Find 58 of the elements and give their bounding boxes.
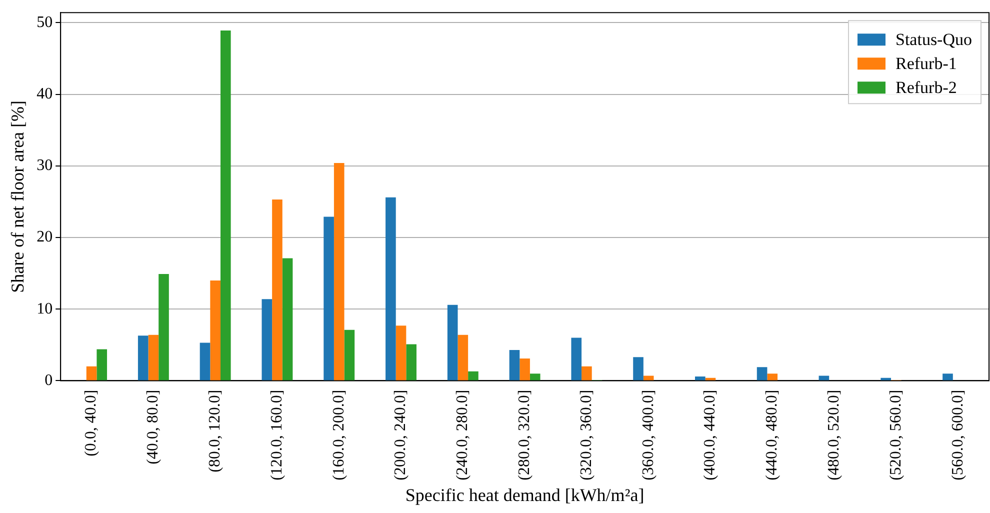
- bar: [386, 197, 396, 380]
- bar: [582, 366, 592, 380]
- bar: [282, 258, 293, 380]
- bar: [756, 367, 768, 380]
- y-tick-label: 10: [36, 300, 53, 318]
- x-tick-label: (480.0, 520.0]: [825, 390, 842, 480]
- bar: [468, 371, 478, 380]
- bar: [520, 358, 530, 380]
- bar: [148, 334, 159, 380]
- bar: [158, 274, 169, 380]
- x-tick-label: (560.0, 600.0]: [949, 390, 966, 480]
- bar: [200, 342, 210, 380]
- y-tick-label: 20: [36, 228, 53, 246]
- x-tick-label: (320.0, 360.0]: [578, 390, 595, 480]
- y-tick-label: 40: [36, 85, 53, 102]
- bar: [334, 163, 344, 380]
- bar: [633, 357, 644, 380]
- bar: [509, 350, 520, 380]
- y-tick-label: 0: [44, 372, 53, 389]
- bar: [220, 30, 231, 380]
- bar: [643, 376, 654, 380]
- bar: [458, 334, 468, 380]
- x-tick-label: (520.0, 560.0]: [887, 390, 904, 480]
- bar: [767, 374, 778, 380]
- bar: [138, 336, 148, 380]
- bar: [818, 376, 830, 380]
- legend-label: Refurb-2: [896, 78, 957, 98]
- bar: [272, 200, 282, 380]
- bar: [530, 374, 540, 380]
- legend-label: Status-Quo: [896, 30, 972, 50]
- bar: [324, 216, 334, 380]
- x-tick-label: (360.0, 400.0]: [640, 390, 657, 480]
- bar: [344, 330, 355, 380]
- x-axis-title: Specific heat demand [kWh/m²a]: [405, 484, 644, 505]
- x-tick-label: (240.0, 280.0]: [454, 390, 472, 480]
- bar: [695, 376, 706, 380]
- x-tick-label: (280.0, 320.0]: [516, 390, 534, 480]
- legend-label: Refurb-1: [896, 54, 957, 74]
- bar: [396, 326, 406, 380]
- x-tick-label: (120.0, 160.0]: [268, 390, 286, 480]
- bar: [86, 366, 97, 380]
- bar: [96, 349, 108, 380]
- x-tick-label: (200.0, 240.0]: [392, 390, 410, 480]
- y-tick-label: 50: [36, 14, 53, 31]
- x-tick-label: (160.0, 200.0]: [330, 390, 348, 480]
- bar: [262, 299, 272, 380]
- x-tick-label: (80.0, 120.0]: [206, 390, 224, 472]
- x-tick-label: (40.0, 80.0]: [144, 390, 162, 464]
- bar: [210, 280, 220, 380]
- x-tick-label: (0.0, 40.0]: [82, 390, 100, 456]
- y-axis-title: Share of net floor area [%]: [8, 100, 28, 293]
- x-tick-label: (440.0, 480.0]: [764, 390, 781, 480]
- y-tick-label: 30: [36, 157, 53, 174]
- x-tick-label: (400.0, 440.0]: [702, 390, 719, 480]
- bar: [406, 344, 416, 380]
- bar: [447, 304, 458, 380]
- bar: [942, 374, 953, 380]
- bar: [571, 338, 582, 380]
